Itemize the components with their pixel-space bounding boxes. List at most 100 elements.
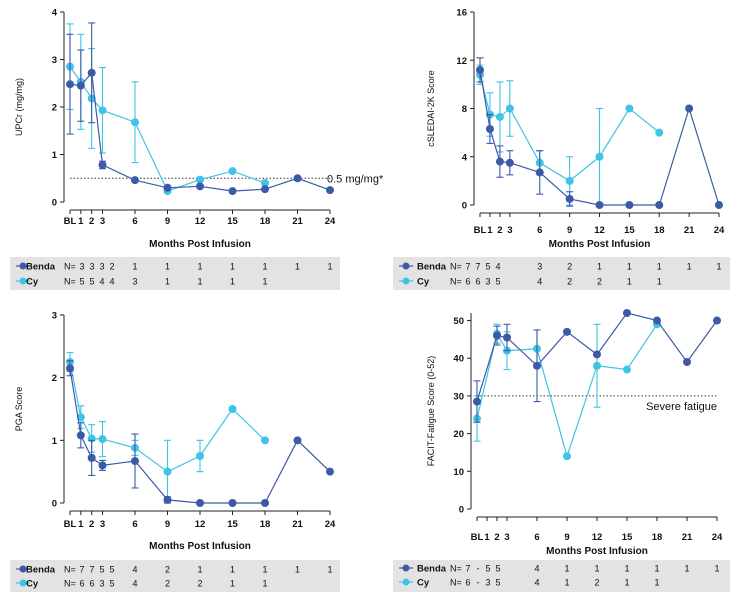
legend-marker (402, 262, 410, 270)
data-point (87, 453, 96, 462)
data-point (196, 499, 204, 507)
y-axis-label: UPCr (mg/mg) (14, 78, 24, 136)
x-tick-label: BL (64, 519, 77, 530)
n-value: 7 (465, 564, 470, 574)
n-value: 4 (537, 277, 542, 287)
legend-marker (19, 565, 27, 573)
n-value: 5 (495, 277, 500, 287)
x-tick-label: 12 (594, 225, 605, 236)
series-line (69, 368, 331, 504)
n-value: 2 (109, 262, 114, 272)
n-value: 2 (567, 277, 572, 287)
x-tick-label: 2 (89, 519, 94, 530)
x-tick-label: 2 (494, 532, 499, 543)
n-value: 5 (485, 564, 490, 574)
n-value: 6 (465, 578, 470, 588)
y-tick-label: 8 (462, 104, 467, 115)
n-value: 6 (89, 579, 94, 589)
n-value: 4 (534, 578, 539, 588)
series-cy (66, 352, 269, 504)
n-value: 1 (654, 564, 659, 574)
data-point (563, 452, 571, 461)
data-point (87, 68, 96, 77)
data-point (593, 350, 601, 359)
y-tick-label: 2 (52, 103, 57, 114)
legend-label-benda: Benda (417, 564, 447, 575)
n-value: 7 (475, 262, 480, 272)
n-value: 7 (79, 565, 84, 575)
y-tick-label: 0 (459, 505, 464, 516)
x-tick-label: 24 (712, 532, 723, 543)
n-value: 1 (230, 262, 235, 272)
n-value: 1 (594, 564, 599, 574)
n-table: Benda N= 7 7 5 5 4 2 1 1 1 1 1Cy N= 6 6 3 5 4 2 2 1 1 (10, 560, 340, 592)
n-value: 6 (465, 277, 470, 287)
n-value: 2 (197, 579, 202, 589)
n-value: 4 (109, 277, 114, 287)
n-value: 2 (567, 262, 572, 272)
series-line (69, 71, 331, 192)
n-value: 1 (564, 564, 569, 574)
n-label: N= (450, 262, 462, 272)
n-value: 2 (165, 579, 170, 589)
n-value: 1 (714, 564, 719, 574)
n-value: 5 (109, 579, 114, 589)
x-tick-label: 15 (622, 532, 633, 543)
y-tick-label: 0 (52, 499, 57, 510)
n-table-background (393, 257, 730, 290)
reference-label: Severe fatigue (646, 401, 717, 413)
data-point (163, 183, 172, 192)
n-value: 1 (197, 277, 202, 287)
x-tick-label: BL (64, 216, 77, 227)
y-tick-label: 4 (462, 152, 468, 163)
x-tick-label: BL (474, 225, 487, 236)
x-tick-label: 6 (534, 532, 539, 543)
data-point (685, 104, 694, 113)
x-tick-label: 24 (714, 225, 725, 236)
n-value: 1 (165, 277, 170, 287)
x-tick-label: 24 (325, 519, 336, 530)
data-point (261, 179, 269, 187)
n-table-background (10, 257, 340, 290)
n-value: 1 (654, 578, 659, 588)
n-value: 3 (537, 262, 542, 272)
x-axis-label: Months Post Infusion (149, 541, 251, 552)
n-label: N= (64, 277, 76, 287)
data-point (495, 112, 504, 121)
data-point (326, 186, 334, 195)
data-point (326, 467, 334, 476)
data-point (76, 81, 85, 90)
x-tick-label: 12 (592, 532, 603, 543)
n-value: 2 (165, 565, 170, 575)
x-tick-label: 9 (567, 225, 572, 236)
n-value: 1 (262, 262, 267, 272)
x-tick-label: 18 (260, 519, 271, 530)
n-value: 1 (197, 565, 202, 575)
n-value: 1 (624, 564, 629, 574)
x-axis-label: Months Post Infusion (546, 546, 648, 557)
x-tick-label: 12 (195, 216, 206, 227)
x-tick-label: 6 (132, 216, 137, 227)
legend-marker (402, 564, 410, 572)
series-line (476, 312, 718, 402)
y-tick-label: 30 (453, 391, 464, 402)
data-point (533, 361, 541, 370)
data-point (593, 361, 601, 370)
data-point (66, 80, 74, 89)
data-point (505, 104, 514, 113)
n-value: 1 (327, 262, 332, 272)
data-point (715, 201, 723, 209)
x-tick-label: 21 (684, 225, 695, 236)
n-value: 5 (485, 262, 490, 272)
reference-label: 0.5 mg/mg* (327, 173, 384, 185)
data-point (76, 413, 85, 422)
n-value: 1 (230, 277, 235, 287)
y-axis-label: FACIT-Fatigue Score (0-52) (426, 356, 436, 467)
data-point (228, 499, 237, 507)
n-label: N= (64, 565, 76, 575)
n-value: 1 (295, 565, 300, 575)
y-tick-label: 12 (456, 56, 467, 67)
data-point (713, 316, 721, 325)
n-value: 5 (109, 565, 114, 575)
